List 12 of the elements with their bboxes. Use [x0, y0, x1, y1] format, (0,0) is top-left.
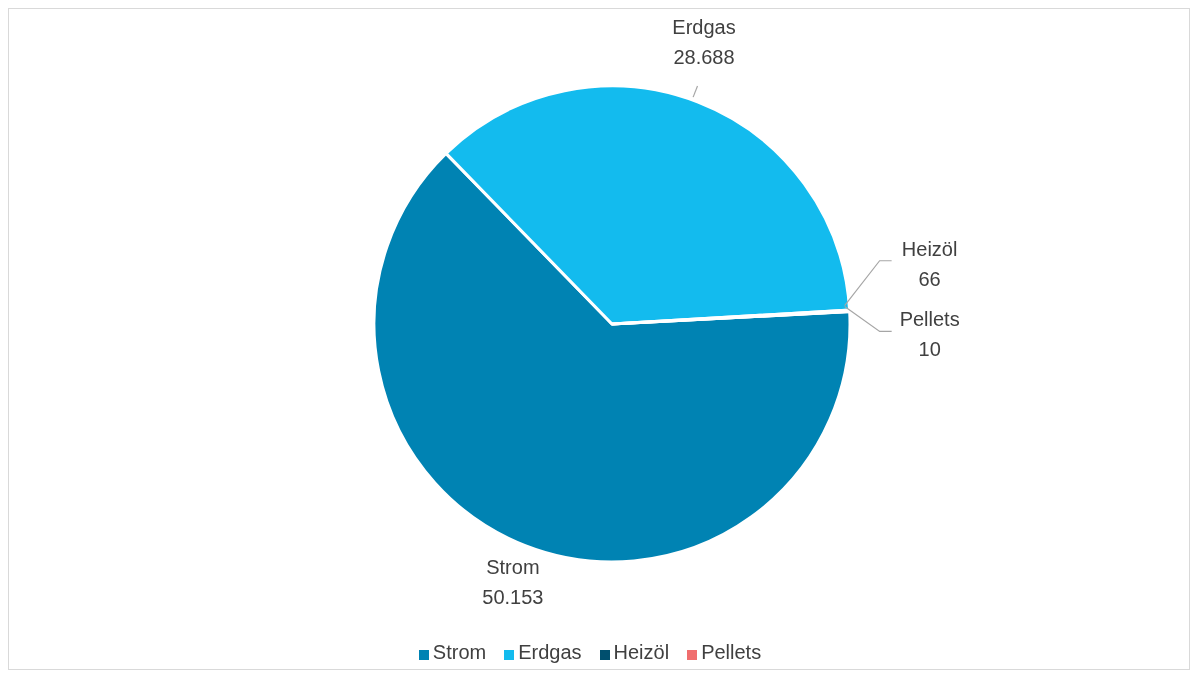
data-label: 50.153 [482, 586, 544, 609]
slice-label: Heizöl [901, 237, 958, 260]
legend-label: Pellets [701, 641, 762, 663]
slice-label: Strom [486, 556, 540, 579]
data-label: 66 [918, 267, 941, 290]
legend-label: Strom [432, 641, 487, 663]
legend-label: Erdgas [518, 641, 582, 663]
slice-label: Erdgas [672, 16, 736, 39]
slice-label: Pellets [899, 308, 960, 331]
data-label: 28.688 [673, 46, 735, 69]
legend-label: Heizöl [613, 641, 670, 663]
data-label: 10 [918, 338, 941, 361]
